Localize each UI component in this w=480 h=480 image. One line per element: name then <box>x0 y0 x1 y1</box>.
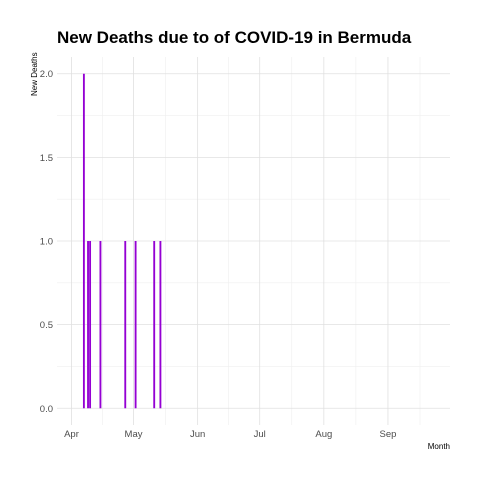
x-tick-label: Jul <box>254 429 266 440</box>
y-axis-title: New Deaths <box>30 52 39 96</box>
x-axis-title: Month <box>428 442 450 451</box>
y-tick-label: 0.5 <box>40 320 53 331</box>
y-tick-label: 1.0 <box>40 237 53 248</box>
x-axis-tick-labels: Apr May Jun Jul Aug Sep <box>64 429 396 440</box>
bar <box>124 241 127 409</box>
y-axis-tick-labels: 0.0 0.5 1.0 1.5 2.0 <box>40 69 53 415</box>
bar <box>159 241 162 409</box>
grid-lines <box>57 57 450 425</box>
y-tick-label: 2.0 <box>40 69 53 80</box>
x-tick-label: Jun <box>190 429 205 440</box>
bar <box>87 241 89 409</box>
bar <box>99 241 102 409</box>
chart-title: New Deaths due to of COVID-19 in Bermuda <box>57 28 412 47</box>
bar <box>82 73 85 409</box>
bar <box>153 241 156 409</box>
y-tick-label: 0.0 <box>40 404 53 415</box>
y-tick-label: 1.5 <box>40 153 53 164</box>
x-tick-label: Sep <box>379 429 396 440</box>
x-tick-label: Apr <box>64 429 79 440</box>
bar <box>89 241 92 409</box>
x-tick-label: Aug <box>315 429 332 440</box>
bar <box>134 241 137 409</box>
x-tick-label: May <box>125 429 143 440</box>
bar-series <box>82 73 162 409</box>
